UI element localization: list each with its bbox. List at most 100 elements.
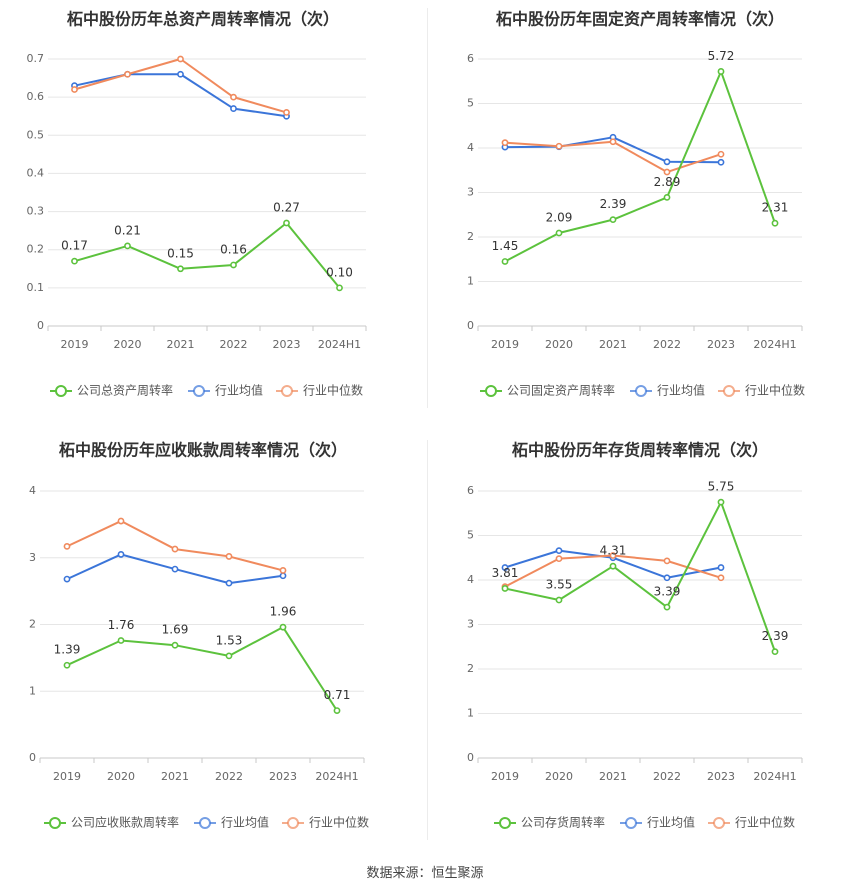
x-tick-label: 2023 [707,338,735,351]
data-label: 0.15 [167,246,194,260]
y-tick-label: 0.7 [27,52,45,65]
x-tick-label: 2020 [545,770,573,783]
x-tick-label: 2024H1 [753,338,796,351]
data-point-company [663,193,671,201]
data-point-median [609,138,617,146]
data-point-company [333,707,341,715]
data-label: 3.39 [654,585,681,599]
data-point-avg [177,70,184,78]
x-tick-label: 2022 [653,770,681,783]
y-tick-label: 0 [37,319,44,332]
y-tick-label: 0 [29,751,36,764]
data-label: 2.39 [762,629,789,643]
legend-label-avg: 行业均值 [221,815,269,830]
chart-title: 柘中股份历年应收账款周转率情况（次） [59,441,347,460]
y-tick-label: 4 [29,484,36,497]
data-point-median [555,142,563,150]
data-point-median [555,555,563,563]
panel-divider [427,440,428,840]
x-tick-label: 2019 [491,770,519,783]
data-point-median [663,168,671,176]
data-point-company [336,284,343,292]
data-point-company [124,242,131,250]
x-tick-label: 2022 [653,338,681,351]
y-tick-label: 4 [467,573,474,586]
x-tick-label: 2022 [215,770,243,783]
y-tick-label: 3 [467,618,474,631]
data-label: 1.45 [492,239,519,253]
data-point-company [279,623,287,631]
data-point-company [225,652,233,660]
x-tick-label: 2024H1 [318,338,361,351]
y-tick-label: 0.1 [27,281,45,294]
data-label: 2.39 [600,197,627,211]
y-tick-label: 0 [467,319,474,332]
y-tick-label: 0.3 [27,205,45,218]
data-label: 0.71 [324,688,351,702]
y-tick-label: 0 [467,751,474,764]
legend-marker-company [55,385,67,397]
data-label: 0.10 [326,265,353,279]
data-point-median [63,543,71,550]
x-tick-label: 2020 [107,770,135,783]
legend-label-avg: 行业均值 [657,383,705,398]
data-label: 1.69 [162,623,189,637]
legend-label-median: 行业中位数 [745,383,805,398]
chart-title: 柘中股份历年固定资产周转率情况（次） [496,10,784,29]
data-point-company [117,637,125,644]
data-label: 5.72 [708,49,735,63]
legend-label-company: 公司总资产周转率 [77,383,173,398]
data-point-company [63,661,71,669]
x-tick-label: 2021 [161,770,189,783]
data-point-median [283,109,290,116]
y-tick-label: 2 [467,662,474,675]
data-point-company [555,229,563,237]
data-point-avg [717,158,725,166]
data-point-company [177,265,184,273]
x-tick-label: 2021 [167,338,195,351]
data-point-avg [555,547,563,555]
data-point-company [717,498,725,506]
legend-label-avg: 行业均值 [215,383,263,398]
legend-marker-company [499,817,511,829]
data-point-median [501,139,509,147]
data-point-company [283,219,290,227]
data-label: 1.96 [270,605,297,619]
data-label: 2.31 [762,201,789,215]
data-label: 0.17 [61,239,88,253]
legend-marker-avg [635,385,647,397]
data-label: 3.81 [492,566,519,580]
legend-label-company: 公司存货周转率 [521,815,605,830]
panel-divider [427,8,428,408]
x-tick-label: 2019 [491,338,519,351]
legend-marker-median [281,385,293,397]
legend-marker-avg [193,385,205,397]
data-point-avg [230,105,237,112]
data-point-median [717,150,725,158]
data-point-avg [717,564,725,571]
chart-title: 柘中股份历年存货周转率情况（次） [512,441,768,460]
y-tick-label: 0.5 [27,128,45,141]
legend-label-median: 行业中位数 [303,383,363,398]
legend-marker-company [49,817,61,829]
y-tick-label: 6 [467,484,474,497]
data-label: 1.76 [108,618,135,632]
y-tick-label: 1 [467,275,474,288]
x-tick-label: 2023 [273,338,301,351]
y-tick-label: 0.4 [27,166,45,179]
data-point-avg [663,158,671,166]
data-label: 0.16 [220,242,247,256]
legend-label-median: 行业中位数 [309,815,369,830]
data-label: 5.75 [708,480,735,494]
data-point-median [171,545,179,553]
data-point-median [117,517,125,525]
x-tick-label: 2020 [545,338,573,351]
data-point-median [225,553,233,560]
data-point-company [609,562,617,570]
data-label: 3.55 [546,578,573,592]
y-tick-label: 2 [467,230,474,243]
data-label: 0.21 [114,223,141,237]
data-point-median [609,552,617,559]
data-point-company [717,68,725,75]
